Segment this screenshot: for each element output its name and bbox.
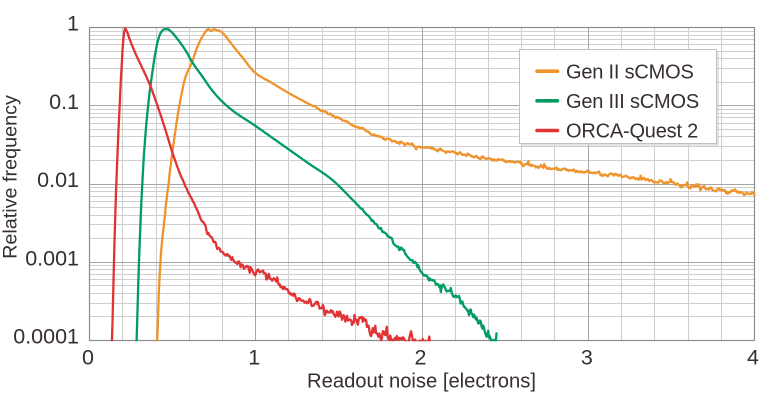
svg-text:0.001: 0.001 bbox=[25, 246, 79, 270]
svg-text:0: 0 bbox=[82, 346, 94, 370]
svg-text:0.01: 0.01 bbox=[37, 168, 79, 192]
svg-text:0.0001: 0.0001 bbox=[13, 325, 79, 349]
svg-text:1: 1 bbox=[67, 12, 79, 36]
svg-text:Relative frequency: Relative frequency bbox=[0, 95, 22, 259]
svg-text:2: 2 bbox=[415, 346, 427, 370]
svg-text:0.1: 0.1 bbox=[49, 90, 79, 114]
svg-text:Readout noise [electrons]: Readout noise [electrons] bbox=[307, 371, 536, 393]
svg-text:3: 3 bbox=[581, 346, 593, 370]
svg-text:4: 4 bbox=[747, 346, 759, 370]
svg-text:ORCA-Quest 2: ORCA-Quest 2 bbox=[566, 121, 698, 143]
svg-text:1: 1 bbox=[248, 346, 260, 370]
svg-text:Gen III sCMOS: Gen III sCMOS bbox=[566, 91, 699, 113]
svg-text:Gen II sCMOS: Gen II sCMOS bbox=[566, 61, 694, 83]
